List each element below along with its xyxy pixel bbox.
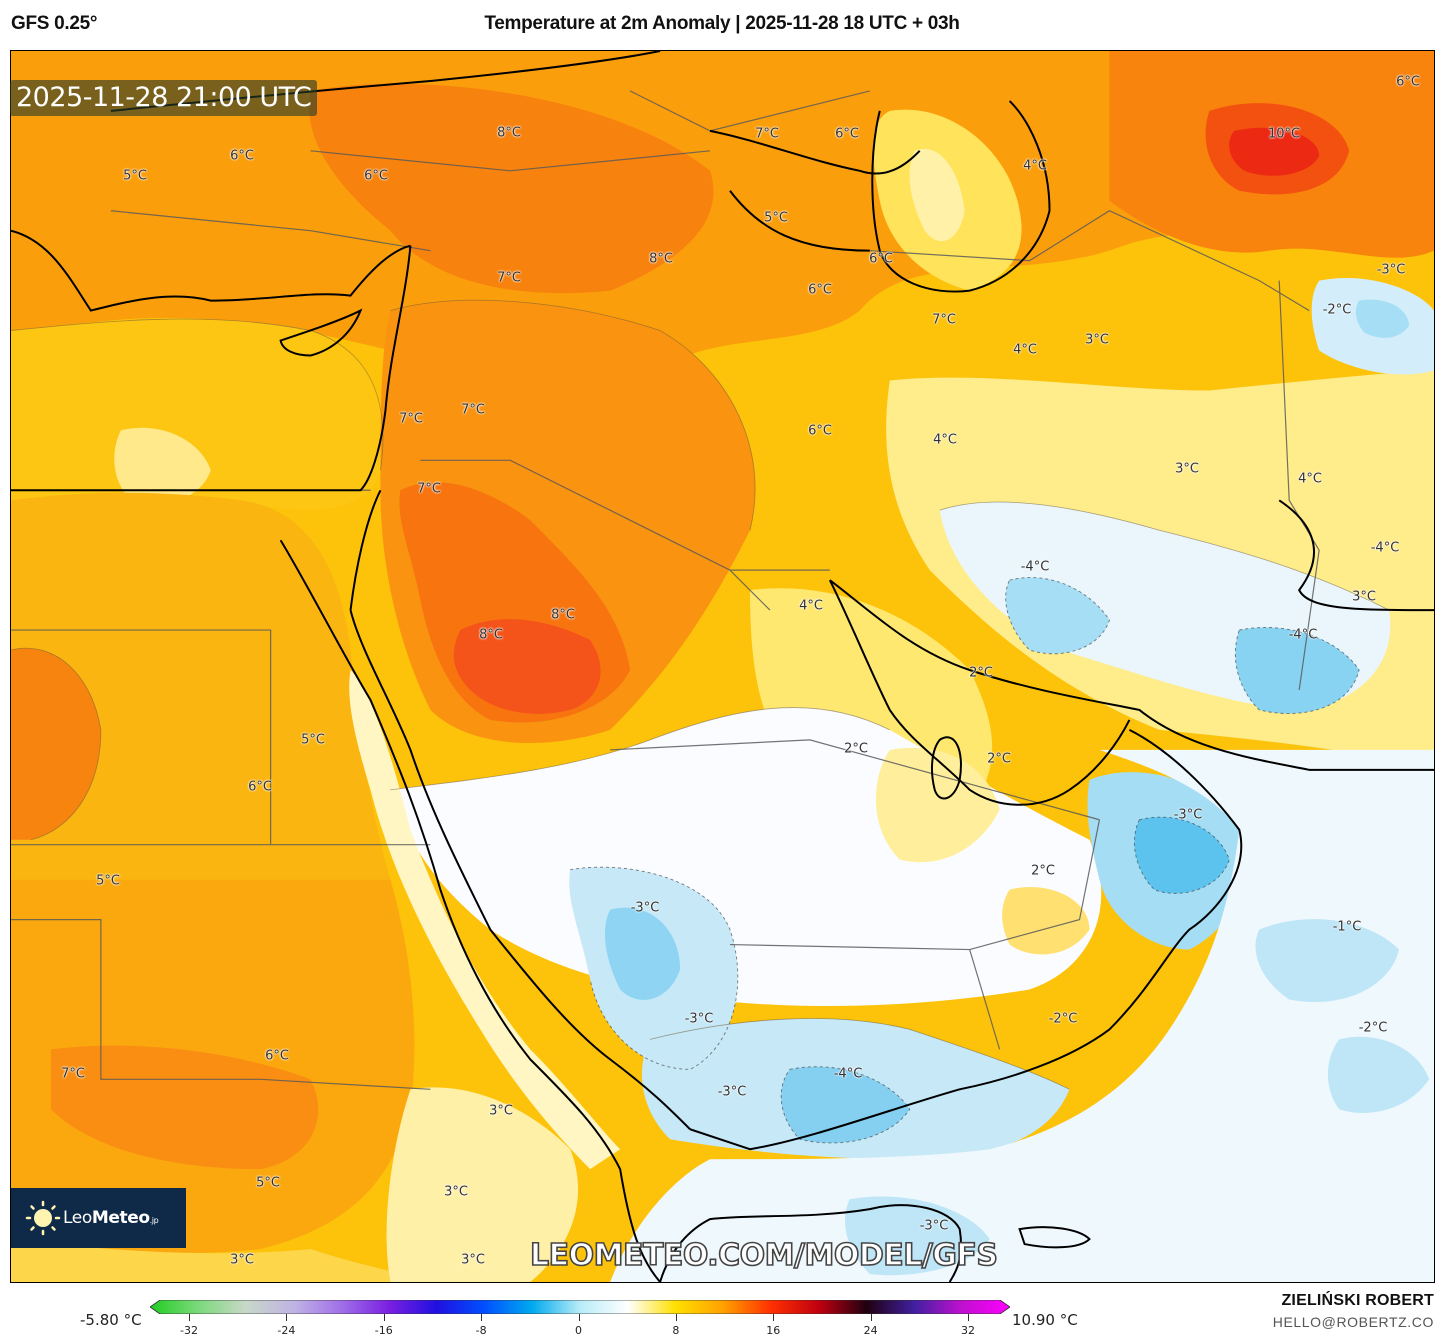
temperature-label: 3°C [444, 1184, 468, 1200]
temperature-label: 7°C [497, 270, 521, 286]
temperature-label: -2°C [1322, 302, 1352, 318]
colorbar-tick-label: 8 [672, 1324, 680, 1337]
temperature-label: 2°C [844, 741, 868, 757]
temperature-label: -2°C [1358, 1020, 1388, 1036]
temperature-label: -4°C [1288, 627, 1318, 643]
logo-text-bold: Meteo [91, 1208, 150, 1228]
temperature-label: 4°C [1023, 158, 1047, 174]
temperature-label: -3°C [630, 900, 660, 916]
temperature-label: -4°C [1370, 540, 1400, 556]
colorbar-tick [383, 1314, 385, 1321]
temperature-label: 6°C [265, 1048, 289, 1064]
temperature-label: 4°C [799, 598, 823, 614]
temperature-label: 8°C [479, 627, 503, 643]
temperature-label: 6°C [248, 779, 272, 795]
temperature-label: 7°C [461, 402, 485, 418]
colorbar-tick-label: -32 [180, 1324, 198, 1337]
temperature-label: 3°C [489, 1103, 513, 1119]
colorbar-tick-label: -24 [277, 1324, 296, 1337]
colorbar-tick [773, 1314, 775, 1321]
temperature-label: -3°C [919, 1218, 949, 1234]
temperature-label: 5°C [764, 210, 788, 226]
site-watermark: LEOMETEO.COM/MODEL/GFS [529, 1237, 999, 1274]
logo-text-suffix: .jp [149, 1216, 159, 1225]
temperature-label: 3°C [230, 1252, 254, 1268]
colorbar-tick [481, 1314, 483, 1321]
temperature-label: 3°C [1085, 332, 1109, 348]
model-name: GFS 0.25° [11, 13, 98, 34]
temperature-label: 3°C [1175, 461, 1199, 477]
logo-text: LeoMeteo.jp [63, 1208, 159, 1228]
anomaly-map[interactable]: 8°C 6°C 5°C 6°C 7°C 6°C 10°C 6°C 4°C 5°C 8°C 7°C 6°C… [10, 50, 1435, 1283]
temperature-label: 6°C [364, 168, 388, 184]
temperature-label: 6°C [230, 148, 254, 164]
colorbar-min-label: -5.80 °C [80, 1311, 142, 1329]
colorbar-ticks: -32 -24 -16 -8 0 8 16 24 32 [0, 1314, 1444, 1338]
temperature-label: -2°C [1048, 1011, 1078, 1027]
temperature-label: 4°C [1298, 471, 1322, 487]
temperature-label: -4°C [833, 1066, 863, 1082]
temperature-label: 5°C [301, 732, 325, 748]
colorbar [150, 1300, 1010, 1314]
temperature-label: 7°C [399, 411, 423, 427]
temperature-label: 5°C [96, 873, 120, 889]
colorbar-tick-label: 32 [961, 1324, 975, 1337]
temperature-label: -3°C [1376, 262, 1406, 278]
temperature-label: 6°C [869, 251, 893, 267]
temperature-label: 6°C [808, 423, 832, 439]
temperature-label: 7°C [417, 481, 441, 497]
temperature-label: 8°C [497, 125, 521, 141]
colorbar-tick [675, 1314, 677, 1321]
temperature-label: 5°C [123, 168, 147, 184]
temperature-label: 4°C [933, 432, 957, 448]
colorbar-tick [189, 1314, 190, 1321]
temperature-label: 3°C [461, 1252, 485, 1268]
colorbar-tick [286, 1314, 288, 1321]
temperature-label: 6°C [835, 126, 859, 142]
colorbar-tick-label: 0 [575, 1324, 582, 1337]
temperature-label: -4°C [1020, 559, 1050, 575]
temperature-label: 7°C [932, 312, 956, 328]
colorbar-tick [870, 1314, 872, 1321]
colorbar-max-label: 10.90 °C [1012, 1311, 1078, 1329]
colorbar-tick-label: -8 [475, 1324, 487, 1337]
temperature-label: 4°C [1013, 342, 1037, 358]
sun-icon [25, 1200, 61, 1236]
chart-title: Temperature at 2m Anomaly | 2025-11-28 1… [484, 13, 960, 34]
colorbar-tick [578, 1314, 580, 1321]
colorbar-tick-label: 16 [766, 1324, 781, 1337]
colorbar-tick-label: 24 [863, 1324, 878, 1337]
temperature-label: 8°C [551, 607, 575, 623]
temperature-label: 6°C [808, 282, 832, 298]
temperature-label: -1°C [1332, 919, 1362, 935]
author-name: ZIELIŃSKI ROBERT [1281, 1292, 1434, 1309]
map-canvas [11, 51, 1434, 1282]
temperature-label: 7°C [755, 126, 779, 142]
temperature-label: -3°C [717, 1084, 747, 1100]
temperature-label: -3°C [684, 1011, 714, 1027]
temperature-label: 2°C [969, 665, 993, 681]
temperature-label: 5°C [256, 1175, 280, 1191]
temperature-label: 8°C [649, 251, 673, 267]
colorbar-tick [968, 1314, 969, 1321]
temperature-label: 2°C [1031, 863, 1055, 879]
temperature-label: 6°C [1396, 74, 1420, 90]
temperature-label: 7°C [61, 1066, 85, 1082]
temperature-label: 10°C [1267, 126, 1301, 142]
colorbar-tick-label: -16 [374, 1324, 393, 1337]
temperature-label: 2°C [987, 751, 1011, 767]
leometeo-logo[interactable]: LeoMeteo.jp [11, 1188, 186, 1248]
logo-text-light: Leo [63, 1208, 92, 1228]
author-email[interactable]: HELLO@ROBERTZ.CO [1272, 1314, 1434, 1330]
valid-time-badge: 2025-11-28 21:00 UTC [10, 80, 318, 116]
temperature-label: 3°C [1352, 589, 1376, 605]
temperature-label: -3°C [1173, 807, 1203, 823]
